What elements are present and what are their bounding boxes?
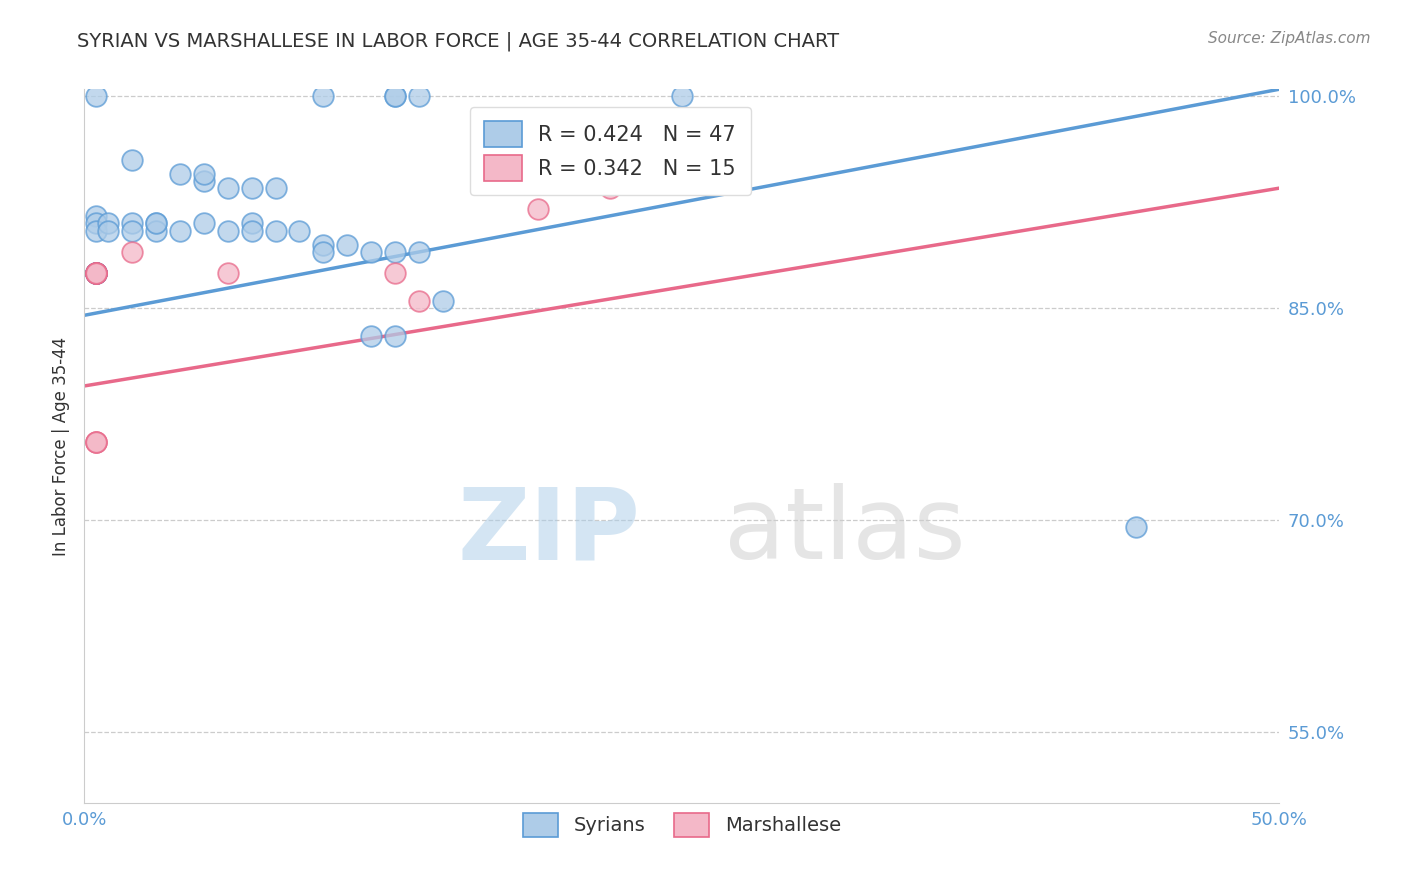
Point: [193, 216, 215, 230]
Point: [312, 89, 335, 103]
Point: [86, 266, 108, 280]
Point: [145, 216, 167, 230]
Point: [384, 329, 406, 343]
Point: [336, 237, 359, 252]
Point: [527, 202, 550, 217]
Point: [384, 89, 406, 103]
Point: [86, 266, 108, 280]
Point: [217, 181, 239, 195]
Point: [86, 266, 108, 280]
Point: [121, 223, 143, 237]
Point: [671, 89, 693, 103]
Text: SYRIAN VS MARSHALLESE IN LABOR FORCE | AGE 35-44 CORRELATION CHART: SYRIAN VS MARSHALLESE IN LABOR FORCE | A…: [77, 31, 839, 51]
Point: [86, 210, 108, 224]
Point: [86, 216, 108, 230]
Point: [86, 435, 108, 450]
Point: [432, 294, 454, 309]
Point: [384, 89, 406, 103]
Point: [1125, 520, 1147, 534]
Point: [86, 266, 108, 280]
Point: [408, 244, 430, 259]
Point: [86, 435, 108, 450]
Point: [360, 329, 382, 343]
Point: [86, 266, 108, 280]
Point: [121, 153, 143, 167]
Point: [384, 266, 406, 280]
Point: [86, 266, 108, 280]
Point: [599, 181, 621, 195]
Point: [240, 181, 263, 195]
Point: [169, 223, 191, 237]
Point: [86, 435, 108, 450]
Point: [97, 223, 120, 237]
Point: [145, 223, 167, 237]
Point: [86, 266, 108, 280]
Point: [288, 223, 311, 237]
Point: [264, 223, 287, 237]
Point: [121, 216, 143, 230]
Point: [312, 244, 335, 259]
Point: [86, 266, 108, 280]
Legend: Syrians, Marshallese: Syrians, Marshallese: [513, 804, 851, 847]
Point: [193, 174, 215, 188]
Point: [86, 223, 108, 237]
Point: [97, 216, 120, 230]
Point: [240, 216, 263, 230]
Point: [384, 244, 406, 259]
Point: [217, 223, 239, 237]
Text: atlas: atlas: [724, 483, 966, 580]
Point: [86, 266, 108, 280]
Point: [86, 266, 108, 280]
Point: [360, 244, 382, 259]
Y-axis label: In Labor Force | Age 35-44: In Labor Force | Age 35-44: [52, 336, 70, 556]
Point: [408, 89, 430, 103]
Point: [86, 266, 108, 280]
Point: [240, 223, 263, 237]
Point: [312, 824, 335, 838]
Point: [217, 266, 239, 280]
Point: [86, 266, 108, 280]
Point: [145, 216, 167, 230]
Point: [264, 181, 287, 195]
Text: Source: ZipAtlas.com: Source: ZipAtlas.com: [1208, 31, 1371, 46]
Point: [169, 167, 191, 181]
Text: ZIP: ZIP: [457, 483, 640, 580]
Point: [312, 237, 335, 252]
Point: [86, 89, 108, 103]
Point: [193, 167, 215, 181]
Point: [121, 244, 143, 259]
Point: [408, 294, 430, 309]
